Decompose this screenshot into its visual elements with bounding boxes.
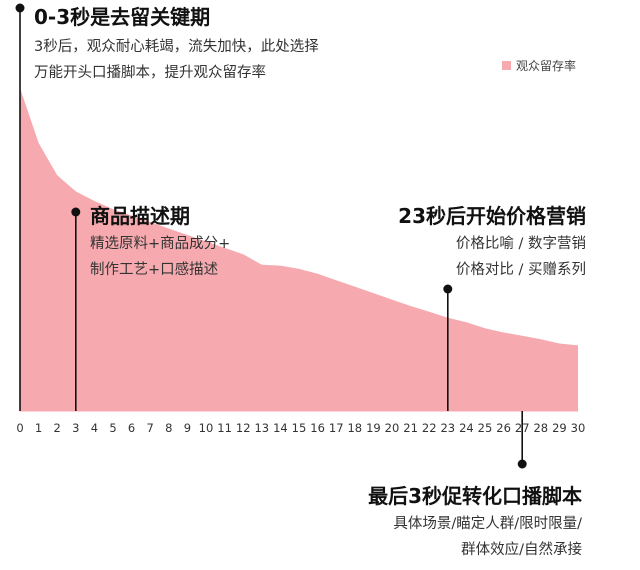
x-tick-label: 11 (217, 421, 232, 435)
x-tick-label: 8 (165, 421, 172, 435)
annotation-line: 价格对比 / 买赠系列 (455, 262, 586, 278)
annotation-title: 商品描述期 (90, 204, 190, 228)
annotation-line: 万能开头口播脚本，提升观众留存率 (34, 65, 266, 81)
legend: 观众留存率 (502, 57, 576, 74)
x-tick-label: 25 (478, 421, 493, 435)
x-tick-label: 13 (254, 421, 269, 435)
x-tick-label: 17 (329, 421, 344, 435)
x-tick-label: 18 (347, 421, 362, 435)
x-tick-label: 24 (459, 421, 474, 435)
marker-lines (15, 3, 527, 469)
x-tick-label: 4 (91, 421, 98, 435)
annotation-title: 23秒后开始价格营销 (398, 204, 586, 228)
annotation-key-period: 0-3秒是去留关键期 3秒后，观众耐心耗竭，流失加快，此处选择 万能开头口播脚本… (34, 5, 319, 86)
annotation-line: 制作工艺+口感描述 (90, 262, 219, 278)
x-tick-label: 19 (366, 421, 381, 435)
x-tick-label: 14 (273, 421, 288, 435)
x-tick-label: 5 (109, 421, 116, 435)
annotation-line: 具体场景/瞄定人群/限时限量/ (393, 516, 582, 532)
x-tick-label: 10 (199, 421, 214, 435)
x-tick-label: 15 (292, 421, 307, 435)
x-tick-label: 6 (128, 421, 135, 435)
annotation-product-description: 商品描述期 精选原料+商品成分+ 制作工艺+口感描述 (90, 204, 230, 283)
x-tick-label: 26 (496, 421, 511, 435)
x-tick-label: 9 (184, 421, 191, 435)
x-tick-label: 12 (236, 421, 251, 435)
x-tick-label: 1 (35, 421, 42, 435)
marker-dot (517, 459, 527, 469)
x-tick-label: 20 (385, 421, 400, 435)
annotation-line: 价格比喻 / 数字营销 (455, 236, 586, 252)
annotation-line: 精选原料+商品成分+ (90, 236, 231, 252)
annotation-line: 群体效应/自然承接 (461, 542, 582, 558)
annotation-title: 0-3秒是去留关键期 (34, 5, 211, 29)
marker-dot (443, 284, 453, 294)
retention-area (20, 88, 578, 411)
x-tick-label: 2 (54, 421, 61, 435)
x-tick-label: 28 (533, 421, 548, 435)
x-tick-label: 7 (147, 421, 154, 435)
x-tick-label: 21 (403, 421, 418, 435)
annotation-final-conversion: 最后3秒促转化口播脚本 具体场景/瞄定人群/限时限量/ 群体效应/自然承接 (368, 484, 582, 563)
x-tick-label: 30 (571, 421, 586, 435)
x-tick-label: 0 (16, 421, 23, 435)
x-tick-label: 3 (72, 421, 79, 435)
marker-dot (71, 207, 81, 217)
annotation-price-marketing: 23秒后开始价格营销 价格比喻 / 数字营销 价格对比 / 买赠系列 (398, 204, 586, 283)
x-tick-label: 23 (440, 421, 455, 435)
annotation-line: 3秒后，观众耐心耗竭，流失加快，此处选择 (34, 39, 319, 55)
legend-label: 观众留存率 (516, 59, 577, 73)
legend-swatch (502, 61, 511, 70)
annotation-title: 最后3秒促转化口播脚本 (368, 484, 582, 508)
x-tick-label: 22 (422, 421, 437, 435)
x-tick-label: 29 (552, 421, 567, 435)
x-axis-ticks: 0 1 2 3 4 5 6 7 8 9 10 11 12 13 14 15 16 17 18 19 20 21 22 23 24… (16, 421, 585, 435)
x-tick-label: 16 (310, 421, 325, 435)
marker-dot (15, 3, 25, 13)
